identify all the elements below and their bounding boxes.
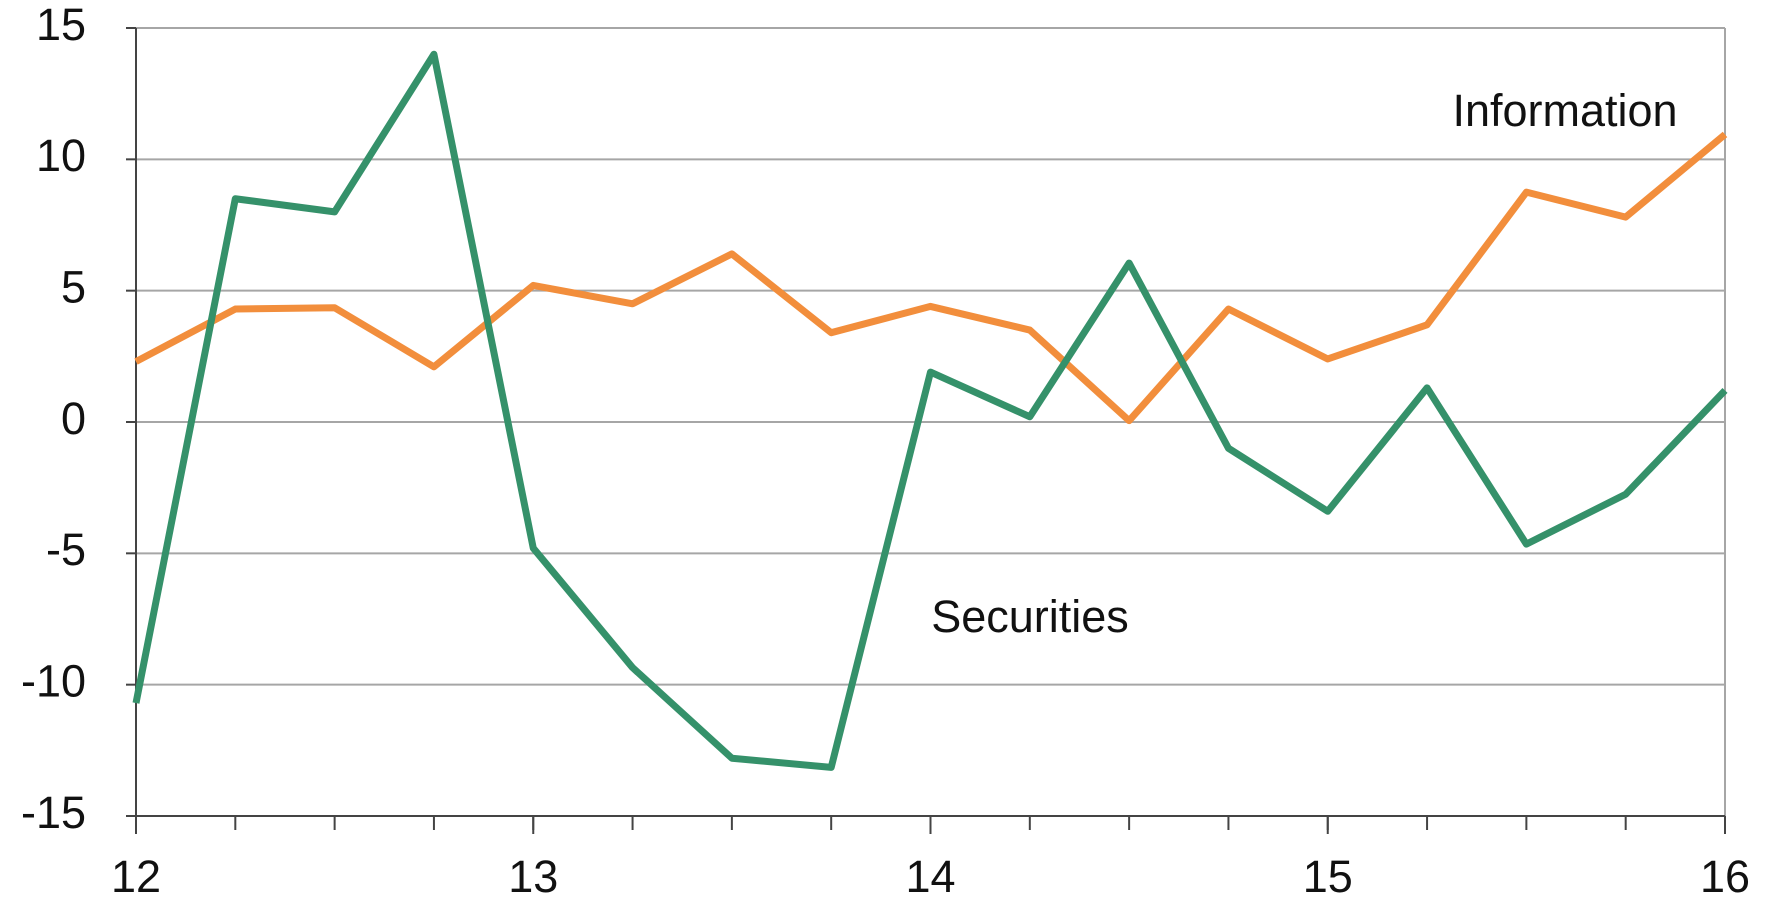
x-tick-label: 16 bbox=[1700, 851, 1750, 900]
y-tick-label: -15 bbox=[21, 787, 86, 838]
y-tick-label: 10 bbox=[36, 130, 86, 181]
y-tick-label: -5 bbox=[46, 524, 86, 575]
y-tick-label: -10 bbox=[21, 656, 86, 707]
series-line bbox=[132, 50, 1728, 771]
series-label: Information bbox=[1452, 85, 1677, 136]
x-tick-label: 12 bbox=[111, 851, 161, 900]
series-line bbox=[134, 131, 1728, 425]
y-tick-label: 0 bbox=[61, 393, 86, 444]
y-tick-label: 15 bbox=[36, 0, 86, 50]
x-tick-label: 15 bbox=[1303, 851, 1353, 900]
series-label: Securities bbox=[931, 591, 1129, 642]
y-tick-label: 5 bbox=[61, 262, 86, 313]
x-tick-label: 14 bbox=[905, 851, 955, 900]
x-tick-label: 13 bbox=[508, 851, 558, 900]
